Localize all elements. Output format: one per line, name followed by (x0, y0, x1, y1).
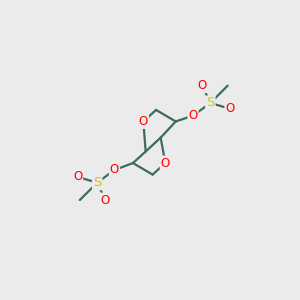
Text: O: O (188, 109, 198, 122)
Text: O: O (100, 194, 110, 206)
Text: S: S (93, 176, 101, 189)
Text: S: S (206, 97, 214, 110)
Text: O: O (198, 79, 207, 92)
Text: O: O (161, 157, 170, 169)
Text: O: O (110, 164, 119, 176)
Text: O: O (225, 102, 235, 115)
Text: O: O (139, 115, 148, 128)
Text: O: O (73, 170, 82, 183)
